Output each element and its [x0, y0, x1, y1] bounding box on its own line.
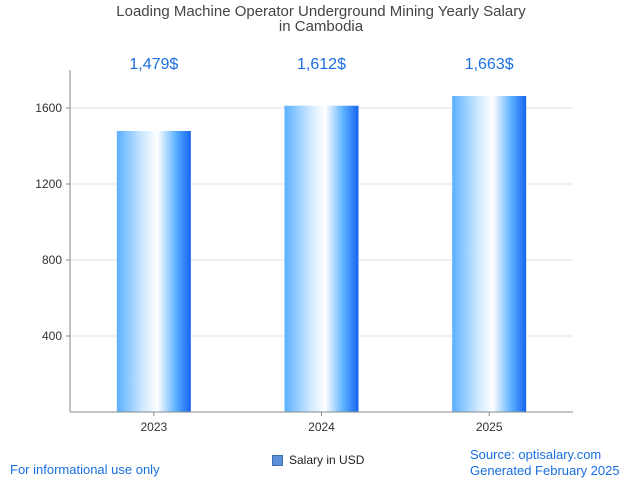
y-tick-label: 1600 [35, 101, 62, 115]
source-block: Source: optisalary.com Generated Februar… [470, 447, 620, 479]
y-tick-label: 400 [42, 329, 62, 343]
legend-label: Salary in USD [289, 453, 365, 467]
x-tick-label: 2025 [476, 420, 503, 434]
data-label: 1,612$ [297, 56, 346, 73]
bar [284, 105, 359, 412]
data-label: 1,663$ [465, 56, 514, 73]
x-tick-label: 2023 [140, 420, 167, 434]
x-tick-label: 2024 [308, 420, 335, 434]
chart-title-line2: in Cambodia [278, 18, 364, 35]
chart-title-line1: Loading Machine Operator Underground Min… [116, 3, 526, 20]
data-label: 1,479$ [129, 56, 178, 73]
legend-swatch [272, 454, 283, 466]
legend: Salary in USD [272, 453, 364, 467]
y-tick-label: 1200 [35, 177, 62, 191]
chart-title: Loading Machine Operator Underground Min… [0, 4, 642, 34]
bar [452, 96, 527, 412]
bar [116, 130, 191, 413]
source-text: Source: optisalary.com [470, 447, 602, 462]
generated-text: Generated February 2025 [470, 463, 620, 478]
y-tick-label: 800 [42, 253, 62, 267]
info-note: For informational use only [10, 462, 160, 477]
